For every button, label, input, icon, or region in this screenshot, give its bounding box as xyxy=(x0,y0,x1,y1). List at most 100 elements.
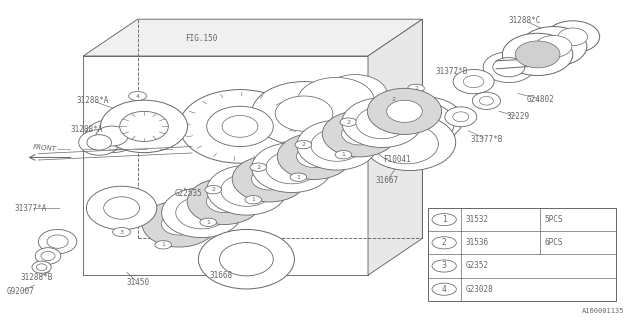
Text: 31288*A: 31288*A xyxy=(77,96,109,105)
Circle shape xyxy=(408,84,424,92)
Ellipse shape xyxy=(87,135,111,150)
Circle shape xyxy=(335,150,352,159)
Ellipse shape xyxy=(275,96,333,131)
Ellipse shape xyxy=(374,124,438,164)
Ellipse shape xyxy=(47,235,68,248)
Ellipse shape xyxy=(41,252,55,260)
Ellipse shape xyxy=(86,186,157,230)
Ellipse shape xyxy=(323,111,397,157)
Ellipse shape xyxy=(311,129,363,161)
Ellipse shape xyxy=(100,100,188,153)
Ellipse shape xyxy=(222,116,258,137)
Circle shape xyxy=(432,283,456,295)
Ellipse shape xyxy=(198,229,294,289)
Polygon shape xyxy=(368,19,422,275)
Text: G2352: G2352 xyxy=(466,261,489,270)
Text: 1: 1 xyxy=(296,175,300,180)
Text: 31377*B: 31377*B xyxy=(435,68,467,76)
Ellipse shape xyxy=(493,58,525,77)
Text: 31377*A: 31377*A xyxy=(15,204,47,213)
Text: G23028: G23028 xyxy=(466,285,493,294)
Circle shape xyxy=(432,237,456,249)
Circle shape xyxy=(200,218,216,227)
Circle shape xyxy=(155,241,172,249)
Circle shape xyxy=(295,140,312,149)
Ellipse shape xyxy=(35,248,61,264)
Text: 3: 3 xyxy=(120,229,124,235)
Text: 2: 2 xyxy=(346,120,351,124)
Text: 2: 2 xyxy=(256,165,260,170)
Text: 2: 2 xyxy=(414,86,418,91)
Ellipse shape xyxy=(85,119,139,153)
Ellipse shape xyxy=(546,21,600,53)
Ellipse shape xyxy=(520,27,587,66)
Ellipse shape xyxy=(387,100,422,123)
Ellipse shape xyxy=(384,101,454,145)
Ellipse shape xyxy=(252,168,287,190)
Circle shape xyxy=(432,260,456,272)
Ellipse shape xyxy=(96,126,128,146)
Text: 4: 4 xyxy=(442,285,447,294)
Text: 5PCS: 5PCS xyxy=(545,215,563,224)
Text: 31288*C: 31288*C xyxy=(509,16,541,25)
Ellipse shape xyxy=(120,111,168,141)
Circle shape xyxy=(129,92,147,100)
Ellipse shape xyxy=(342,98,422,148)
Ellipse shape xyxy=(161,213,197,235)
Text: G24802: G24802 xyxy=(527,95,555,104)
Ellipse shape xyxy=(296,145,332,167)
Circle shape xyxy=(245,196,262,204)
Ellipse shape xyxy=(220,243,273,276)
Ellipse shape xyxy=(364,114,456,171)
Circle shape xyxy=(290,173,307,181)
Text: 31450: 31450 xyxy=(126,278,149,287)
Ellipse shape xyxy=(252,143,332,193)
Ellipse shape xyxy=(323,75,387,114)
Ellipse shape xyxy=(207,190,242,212)
Circle shape xyxy=(113,228,131,236)
Ellipse shape xyxy=(221,174,273,206)
Ellipse shape xyxy=(232,156,307,202)
Ellipse shape xyxy=(483,52,534,83)
Text: 1: 1 xyxy=(206,220,210,225)
Ellipse shape xyxy=(266,152,318,184)
Text: 2: 2 xyxy=(442,238,447,247)
Ellipse shape xyxy=(298,77,374,124)
Ellipse shape xyxy=(342,123,377,145)
Circle shape xyxy=(385,95,402,104)
Circle shape xyxy=(205,186,221,194)
Text: 4: 4 xyxy=(136,93,140,99)
Bar xyxy=(428,208,616,301)
Text: 2: 2 xyxy=(392,97,396,102)
Ellipse shape xyxy=(142,201,216,247)
Ellipse shape xyxy=(176,196,228,229)
Text: 3: 3 xyxy=(442,261,447,270)
Ellipse shape xyxy=(79,130,120,155)
Ellipse shape xyxy=(207,106,273,147)
Ellipse shape xyxy=(179,90,301,163)
Ellipse shape xyxy=(445,107,477,127)
Ellipse shape xyxy=(479,96,493,105)
Text: 2: 2 xyxy=(211,187,215,192)
Ellipse shape xyxy=(104,197,140,219)
Text: 31532: 31532 xyxy=(466,215,489,224)
Ellipse shape xyxy=(453,112,468,122)
Text: 31288*A: 31288*A xyxy=(70,125,102,134)
Text: 32229: 32229 xyxy=(507,112,530,121)
Circle shape xyxy=(250,163,267,171)
Text: F10041: F10041 xyxy=(383,156,411,164)
Text: 31667: 31667 xyxy=(376,176,399,185)
Ellipse shape xyxy=(472,92,500,109)
Ellipse shape xyxy=(252,82,356,146)
Text: 31668: 31668 xyxy=(209,271,232,280)
Ellipse shape xyxy=(518,43,557,66)
Text: G22535: G22535 xyxy=(175,189,203,198)
Ellipse shape xyxy=(535,36,572,57)
Text: 1: 1 xyxy=(252,197,255,202)
Text: 1: 1 xyxy=(342,152,346,157)
Ellipse shape xyxy=(388,97,463,143)
Text: FIG.150: FIG.150 xyxy=(186,34,218,43)
Ellipse shape xyxy=(515,41,560,68)
Ellipse shape xyxy=(356,107,408,139)
Ellipse shape xyxy=(453,69,494,94)
